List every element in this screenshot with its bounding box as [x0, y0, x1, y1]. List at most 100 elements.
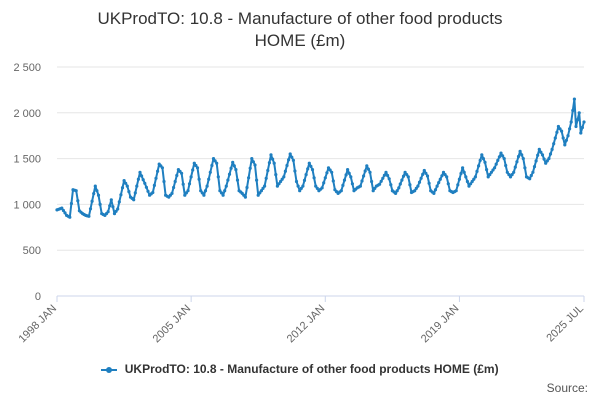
data-point[interactable] — [312, 176, 316, 180]
data-point[interactable] — [366, 167, 370, 171]
data-point[interactable] — [245, 185, 249, 190]
data-point[interactable] — [264, 176, 268, 180]
data-point[interactable] — [197, 177, 201, 181]
data-point[interactable] — [384, 170, 388, 174]
data-point[interactable] — [432, 191, 436, 195]
data-point[interactable] — [203, 189, 208, 193]
data-point[interactable] — [456, 183, 460, 187]
data-point[interactable] — [368, 170, 372, 174]
data-point[interactable] — [422, 168, 426, 173]
data-point[interactable] — [544, 161, 548, 165]
data-point[interactable] — [326, 166, 331, 170]
data-point[interactable] — [135, 184, 139, 188]
data-point[interactable] — [187, 182, 192, 186]
data-point[interactable] — [579, 131, 583, 135]
data-point[interactable] — [459, 171, 463, 176]
data-point[interactable] — [499, 151, 503, 155]
source-label[interactable]: Source: — [546, 381, 588, 395]
data-point[interactable] — [253, 163, 257, 167]
data-point[interactable] — [510, 173, 514, 177]
data-point[interactable] — [481, 157, 485, 161]
data-point[interactable] — [320, 186, 324, 190]
data-point[interactable] — [293, 169, 297, 173]
data-point[interactable] — [362, 174, 366, 178]
data-point[interactable] — [192, 161, 196, 165]
data-point[interactable] — [504, 163, 508, 168]
data-point[interactable] — [301, 184, 305, 188]
data-point[interactable] — [112, 212, 117, 216]
data-point[interactable] — [219, 191, 224, 195]
data-point[interactable] — [106, 210, 110, 214]
data-point[interactable] — [255, 178, 259, 182]
data-point[interactable] — [516, 154, 521, 159]
data-point[interactable] — [162, 179, 166, 184]
data-point[interactable] — [373, 186, 377, 190]
data-point[interactable] — [184, 191, 188, 195]
data-point[interactable] — [470, 179, 474, 184]
data-point[interactable] — [413, 189, 417, 193]
data-point[interactable] — [520, 153, 524, 157]
data-point[interactable] — [435, 184, 439, 188]
data-point[interactable] — [483, 160, 487, 164]
data-point[interactable] — [294, 179, 299, 184]
data-point[interactable] — [486, 175, 490, 179]
data-point[interactable] — [378, 182, 382, 186]
data-point[interactable] — [438, 177, 442, 181]
data-point[interactable] — [218, 189, 222, 193]
data-point[interactable] — [296, 184, 300, 188]
data-point[interactable] — [61, 208, 65, 213]
data-point[interactable] — [302, 178, 307, 182]
data-point[interactable] — [132, 198, 136, 202]
data-point[interactable] — [96, 193, 101, 197]
data-point[interactable] — [462, 170, 466, 174]
data-point[interactable] — [395, 189, 399, 193]
data-point[interactable] — [248, 166, 252, 170]
data-point[interactable] — [211, 157, 216, 161]
data-point[interactable] — [323, 176, 327, 180]
data-point[interactable] — [523, 166, 527, 170]
data-point[interactable] — [136, 177, 140, 181]
data-point[interactable] — [114, 209, 118, 213]
data-point[interactable] — [202, 193, 206, 197]
data-point[interactable] — [63, 211, 67, 215]
data-point[interactable] — [208, 170, 212, 174]
data-point[interactable] — [88, 207, 93, 211]
data-point[interactable] — [566, 134, 570, 138]
data-point[interactable] — [464, 175, 468, 179]
data-point[interactable] — [461, 166, 465, 170]
data-point[interactable] — [275, 184, 279, 188]
data-point[interactable] — [144, 185, 148, 189]
data-point[interactable] — [478, 158, 482, 162]
data-point[interactable] — [433, 188, 438, 192]
data-point[interactable] — [243, 195, 247, 199]
data-point[interactable] — [186, 189, 190, 193]
data-point[interactable] — [485, 168, 489, 172]
data-point[interactable] — [191, 168, 195, 172]
data-point[interactable] — [446, 182, 450, 186]
data-point[interactable] — [111, 205, 115, 209]
data-point[interactable] — [223, 189, 227, 193]
data-point[interactable] — [251, 160, 255, 164]
data-point[interactable] — [207, 177, 211, 181]
data-point[interactable] — [328, 168, 332, 172]
data-point[interactable] — [542, 157, 546, 161]
data-point[interactable] — [427, 181, 431, 185]
data-point[interactable] — [306, 167, 310, 171]
data-point[interactable] — [489, 170, 493, 174]
data-point[interactable] — [341, 183, 345, 187]
data-point[interactable] — [518, 149, 522, 153]
data-point[interactable] — [282, 175, 286, 179]
data-point[interactable] — [360, 179, 364, 183]
data-point[interactable] — [496, 158, 500, 162]
data-point[interactable] — [199, 189, 203, 193]
data-point[interactable] — [576, 118, 580, 122]
data-point[interactable] — [389, 183, 393, 187]
data-point[interactable] — [151, 190, 155, 195]
data-point[interactable] — [480, 153, 484, 157]
data-point[interactable] — [445, 175, 449, 179]
data-point[interactable] — [534, 159, 538, 163]
data-point[interactable] — [339, 189, 343, 193]
data-point[interactable] — [138, 170, 142, 174]
data-point[interactable] — [304, 173, 308, 177]
data-point[interactable] — [419, 176, 423, 180]
